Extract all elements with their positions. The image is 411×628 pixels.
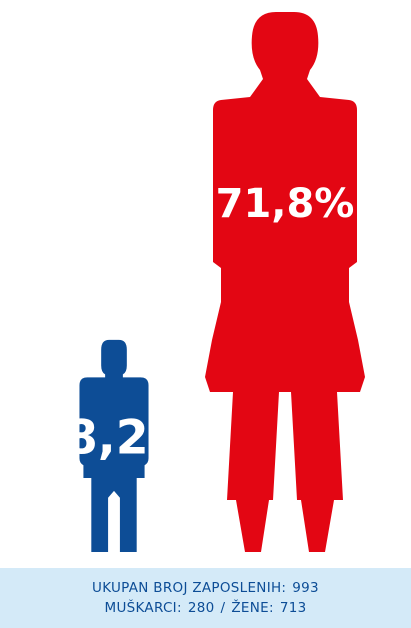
women-count-value: 713 [280,598,307,618]
total-employees-label: UKUPAN BROJ ZAPOSLENIH: [92,578,286,598]
gender-breakdown-line: MUŠKARCI: 280 / ŽENE: 713 [105,598,307,618]
man-figure: 28,2% [32,340,196,552]
total-employees-line: UKUPAN BROJ ZAPOSLENIH: 993 [92,578,319,598]
woman-silhouette [205,12,365,552]
man-percent-label: 28,2% [32,410,196,465]
women-count-label: ŽENE: [231,598,273,618]
total-employees-value: 993 [292,578,319,598]
woman-percent-label: 71,8% [216,181,355,227]
woman-figure: 71,8% [205,12,365,552]
men-count-label: MUŠKARCI: [105,598,182,618]
breakdown-separator: / [220,598,225,618]
men-count-value: 280 [188,598,215,618]
pictogram-chart: 28,2% 71,8% [0,0,411,560]
employee-summary: UKUPAN BROJ ZAPOSLENIH: 993 MUŠKARCI: 28… [0,568,411,628]
